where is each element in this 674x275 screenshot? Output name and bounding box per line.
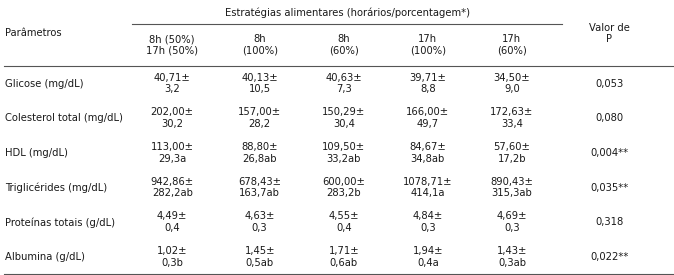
Text: 942,86±
282,2ab: 942,86± 282,2ab (151, 177, 193, 198)
Text: 150,29±
30,4: 150,29± 30,4 (322, 108, 365, 129)
Text: 109,50±
33,2ab: 109,50± 33,2ab (322, 142, 365, 164)
Text: 4,69±
0,3: 4,69± 0,3 (497, 211, 527, 233)
Text: 157,00±
28,2: 157,00± 28,2 (238, 108, 281, 129)
Text: 0,080: 0,080 (595, 113, 623, 123)
Text: 600,00±
283,2b: 600,00± 283,2b (322, 177, 365, 198)
Text: 0,035**: 0,035** (590, 183, 629, 192)
Text: 8h
(100%): 8h (100%) (242, 34, 278, 56)
Text: 1,71±
0,6ab: 1,71± 0,6ab (328, 246, 359, 268)
Text: 39,71±
8,8: 39,71± 8,8 (409, 73, 446, 94)
Text: 678,43±
163,7ab: 678,43± 163,7ab (238, 177, 281, 198)
Text: 0,004**: 0,004** (590, 148, 628, 158)
Text: 84,67±
34,8ab: 84,67± 34,8ab (409, 142, 446, 164)
Text: 1,43±
0,3ab: 1,43± 0,3ab (497, 246, 527, 268)
Text: Estratégias alimentares (horários/porcentagem*): Estratégias alimentares (horários/porcen… (224, 7, 470, 18)
Text: 1,02±
0,3b: 1,02± 0,3b (157, 246, 187, 268)
Text: 17h
(60%): 17h (60%) (497, 34, 527, 56)
Text: 0,022**: 0,022** (590, 252, 629, 262)
Text: 88,80±
26,8ab: 88,80± 26,8ab (241, 142, 278, 164)
Text: 4,63±
0,3: 4,63± 0,3 (245, 211, 275, 233)
Text: 172,63±
33,4: 172,63± 33,4 (490, 108, 534, 129)
Text: 166,00±
49,7: 166,00± 49,7 (406, 108, 450, 129)
Text: HDL (mg/dL): HDL (mg/dL) (5, 148, 68, 158)
Text: 0,053: 0,053 (595, 79, 623, 89)
Text: 8h (50%)
17h (50%): 8h (50%) 17h (50%) (146, 34, 198, 56)
Text: Parâmetros: Parâmetros (5, 28, 62, 39)
Text: 40,63±
7,3: 40,63± 7,3 (326, 73, 362, 94)
Text: 4,55±
0,4: 4,55± 0,4 (328, 211, 359, 233)
Text: 0,318: 0,318 (595, 217, 623, 227)
Text: Proteínas totais (g/dL): Proteínas totais (g/dL) (5, 217, 115, 227)
Text: 1078,71±
414,1a: 1078,71± 414,1a (403, 177, 452, 198)
Text: Triglicérides (mg/dL): Triglicérides (mg/dL) (5, 182, 108, 193)
Text: Albumina (g/dL): Albumina (g/dL) (5, 252, 86, 262)
Text: Colesterol total (mg/dL): Colesterol total (mg/dL) (5, 113, 123, 123)
Text: 4,84±
0,3: 4,84± 0,3 (412, 211, 443, 233)
Text: 113,00±
29,3a: 113,00± 29,3a (151, 142, 193, 164)
Text: 40,13±
10,5: 40,13± 10,5 (241, 73, 278, 94)
Text: 4,49±
0,4: 4,49± 0,4 (157, 211, 187, 233)
Text: 40,71±
3,2: 40,71± 3,2 (154, 73, 191, 94)
Text: 202,00±
30,2: 202,00± 30,2 (151, 108, 193, 129)
Text: 1,45±
0,5ab: 1,45± 0,5ab (245, 246, 275, 268)
Text: 890,43±
315,3ab: 890,43± 315,3ab (491, 177, 533, 198)
Text: 1,94±
0,4a: 1,94± 0,4a (412, 246, 443, 268)
Text: Glicose (mg/dL): Glicose (mg/dL) (5, 79, 84, 89)
Text: 57,60±
17,2b: 57,60± 17,2b (493, 142, 530, 164)
Text: Valor de
P: Valor de P (589, 23, 630, 44)
Text: 17h
(100%): 17h (100%) (410, 34, 446, 56)
Text: 8h
(60%): 8h (60%) (329, 34, 359, 56)
Text: 34,50±
9,0: 34,50± 9,0 (493, 73, 530, 94)
